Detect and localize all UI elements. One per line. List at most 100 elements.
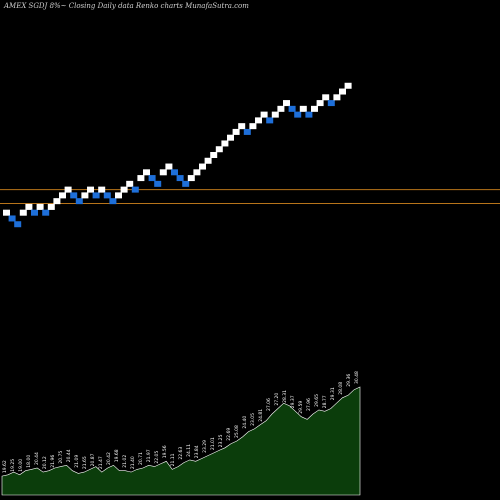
volume-label: 21.11 [170, 453, 176, 466]
renko-brick-down [176, 175, 184, 182]
volume-area [1, 386, 361, 496]
renko-brick-down [70, 192, 78, 199]
renko-brick-up [333, 94, 341, 101]
volume-label: 22.69 [226, 428, 232, 441]
renko-brick-down [266, 117, 274, 124]
renko-brick-up [53, 198, 61, 205]
volume-label: 20.12 [42, 456, 48, 469]
renko-brick-down [31, 209, 38, 216]
renko-brick-up [215, 146, 223, 153]
renko-brick-up [120, 186, 128, 193]
renko-brick-up [277, 105, 285, 112]
volume-label: 20.75 [58, 451, 64, 464]
renko-brick-down [131, 186, 139, 193]
renko-brick-up [47, 203, 55, 210]
volume-label: 21.09 [74, 455, 80, 468]
volume-label: 28.08 [338, 382, 344, 395]
renko-brick-up [283, 100, 290, 107]
volume-label: 30.48 [354, 371, 360, 384]
chart-title: AMEX SGDJ 8%~ Closing Daily data Renko c… [4, 2, 249, 10]
volume-label: 20.44 [34, 452, 40, 465]
volume-label: 21.96 [50, 455, 56, 468]
volume-label: 22.63 [178, 447, 184, 460]
volume-label: 21.40 [130, 456, 136, 469]
volume-label: 24.40 [242, 416, 248, 429]
volume-label: 19.56 [162, 445, 168, 458]
renko-brick-up [316, 100, 324, 107]
renko-brick-up [81, 192, 89, 199]
volume-label: 21.02 [122, 455, 128, 468]
volume-label: 19.25 [10, 459, 16, 472]
renko-brick-down [288, 105, 296, 112]
volume-label: 21.97 [146, 449, 152, 462]
renko-brick-up [227, 134, 234, 141]
renko-brick-up [232, 128, 240, 135]
volume-label: 29.36 [346, 374, 352, 387]
renko-brick-down [148, 175, 156, 182]
renko-brick-up [98, 186, 106, 193]
renko-brick-down [243, 128, 251, 135]
volume-labels: 19.62 19.25 19.00 18.00 20.44 20.12 21.96 20.75… [2, 371, 360, 473]
renko-brick-up [311, 105, 318, 112]
renko-brick-down [8, 215, 16, 222]
renko-brick-up [126, 180, 134, 187]
renko-brick-down [154, 180, 162, 187]
renko-bricks [3, 82, 352, 228]
volume-label: 24.81 [258, 409, 264, 422]
volume-label: 19.62 [2, 460, 8, 473]
renko-brick-up [322, 94, 330, 101]
volume-label: 20.87 [90, 453, 96, 466]
volume-label: 24.11 [186, 444, 192, 457]
renko-brick-up [210, 152, 218, 158]
volume-label: 23.25 [218, 434, 224, 447]
renko-brick-up [159, 169, 167, 176]
volume-label: 29.65 [314, 394, 320, 407]
renko-brick-up [25, 203, 33, 210]
volume-label: 23.05 [250, 413, 256, 426]
renko-brick-up [238, 123, 246, 130]
renko-brick-down [92, 192, 100, 199]
volume-label: 27.96 [306, 398, 312, 411]
renko-brick-down [294, 111, 302, 118]
renko-brick-up [64, 186, 72, 193]
renko-brick-up [36, 203, 44, 210]
volume-label: 20.44 [66, 449, 72, 462]
volume-label: 27.20 [274, 393, 280, 406]
renko-brick-up [260, 111, 268, 118]
renko-brick-up [187, 175, 195, 182]
renko-brick-up [255, 117, 262, 124]
volume-label: 29.31 [330, 387, 336, 400]
volume-label: 27.06 [266, 398, 272, 411]
renko-brick-up [115, 192, 122, 199]
renko-brick-up [137, 175, 145, 182]
reference-lines [0, 189, 500, 204]
volume-label: 22.05 [154, 451, 160, 464]
renko-brick-down [75, 198, 83, 205]
volume-label: 25.08 [234, 425, 240, 438]
volume-label: 18.00 [26, 455, 32, 468]
renko-brick-up [165, 163, 173, 170]
volume-label: 21.65 [82, 456, 88, 469]
renko-brick-down [42, 209, 50, 216]
renko-brick-up [143, 169, 150, 176]
renko-brick-up [221, 140, 229, 147]
volume-label: 23.84 [194, 445, 200, 458]
volume-area-path [1, 386, 361, 496]
volume-label: 23.29 [202, 440, 208, 453]
renko-brick-up [249, 123, 257, 130]
volume-label: 20.71 [138, 452, 144, 465]
renko-brick-down [14, 221, 22, 228]
renko-brick-down [171, 169, 178, 176]
volume-label: 28.77 [322, 395, 328, 408]
volume-label: 21.47 [98, 456, 104, 469]
renko-brick-up [299, 105, 307, 112]
volume-label: 28.31 [282, 390, 288, 403]
renko-brick-up [339, 88, 346, 95]
renko-brick-up [87, 186, 94, 193]
renko-brick-down [305, 111, 313, 118]
renko-brick-up [193, 169, 201, 176]
renko-brick-down [109, 198, 117, 205]
volume-label: 19.68 [114, 449, 120, 462]
renko-brick-down [103, 192, 111, 199]
